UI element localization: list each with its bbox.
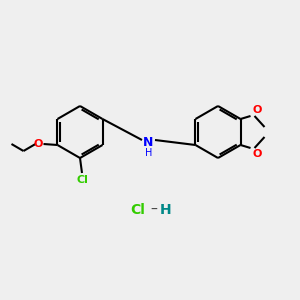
Text: Cl: Cl (130, 203, 146, 217)
Text: O: O (253, 105, 262, 115)
Text: O: O (253, 149, 262, 159)
Text: H: H (160, 203, 172, 217)
Text: H: H (145, 148, 153, 158)
Text: N: N (143, 136, 153, 148)
Text: –: – (151, 203, 158, 217)
Text: Cl: Cl (76, 175, 88, 185)
Text: O: O (33, 139, 43, 149)
